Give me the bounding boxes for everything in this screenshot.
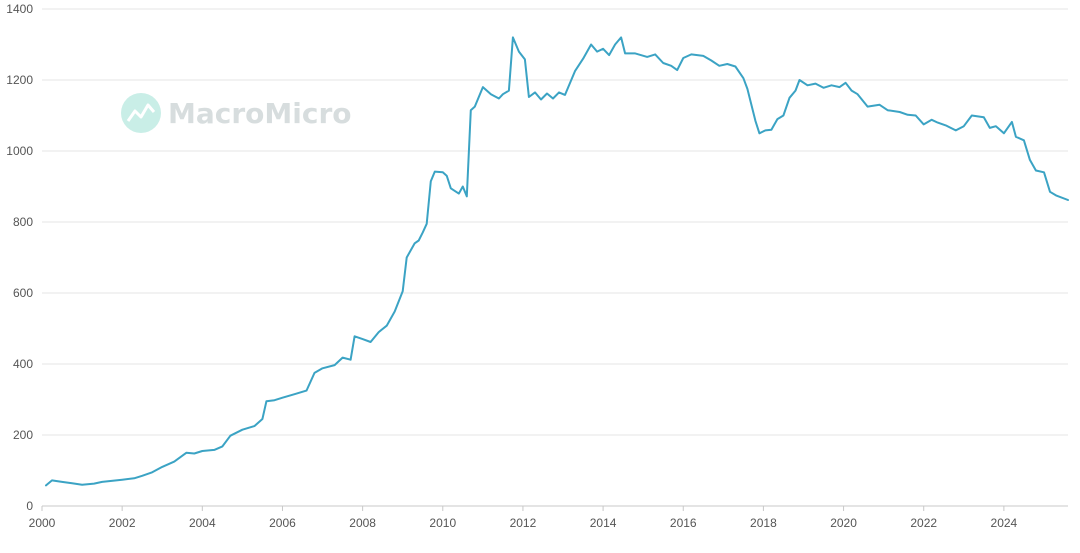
y-tick-label: 800: [13, 215, 33, 229]
y-tick-label: 600: [13, 286, 33, 300]
x-tick-label: 2012: [510, 516, 537, 530]
y-tick-label: 1000: [6, 144, 33, 158]
y-tick-label: 0: [26, 499, 33, 513]
series-layer: [45, 36, 1069, 487]
x-tick-label: 2018: [750, 516, 777, 530]
y-tick-label: 1400: [6, 2, 33, 16]
tick-labels: 0 200 400 600 800 1000 1200 1400 2000 2002 2004 200…: [6, 2, 1017, 530]
x-tick-label: 2004: [189, 516, 216, 530]
x-tick-label: 2008: [349, 516, 376, 530]
x-tick-label: 2002: [109, 516, 136, 530]
axes: [41, 505, 1068, 511]
watermark: MacroMicro: [121, 93, 352, 133]
watermark-logo-icon: [121, 93, 161, 133]
y-tick-label: 200: [13, 428, 33, 442]
x-tick-label: 2024: [991, 516, 1018, 530]
x-tick-label: 2010: [429, 516, 456, 530]
series-line: [45, 36, 1069, 487]
x-tick-label: 2014: [590, 516, 617, 530]
x-tick-label: 2000: [29, 516, 56, 530]
x-tick-label: 2020: [830, 516, 857, 530]
x-tick-label: 2016: [670, 516, 697, 530]
grid-lines: [42, 8, 1068, 436]
y-tick-label: 400: [13, 357, 33, 371]
x-tick-label: 2006: [269, 516, 296, 530]
x-tick-label: 2022: [910, 516, 937, 530]
y-tick-label: 1200: [6, 73, 33, 87]
watermark-text: MacroMicro: [168, 97, 352, 130]
watermark-logo-mark-icon: [126, 103, 156, 122]
